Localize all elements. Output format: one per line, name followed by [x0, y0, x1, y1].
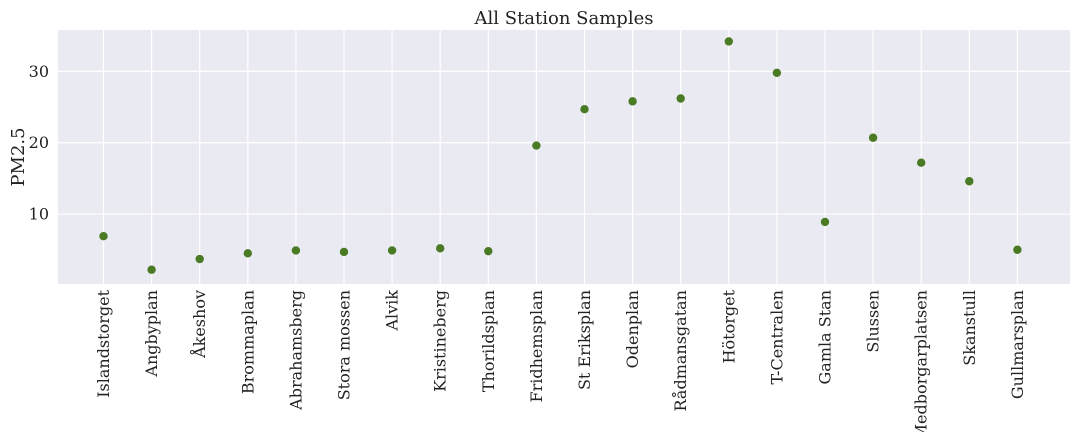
data-point	[772, 68, 782, 78]
data-point	[580, 104, 589, 114]
data-point	[628, 97, 637, 106]
data-point	[532, 141, 541, 150]
data-point	[484, 246, 493, 256]
x-tick-label: Brommaplan	[238, 290, 257, 394]
data-point	[147, 265, 156, 274]
data-point	[917, 158, 926, 167]
x-tick-label: Medborgarplatsen	[912, 290, 931, 432]
x-tick-label: Åkeshov	[189, 290, 209, 359]
data-point	[965, 177, 974, 186]
data-point	[243, 249, 252, 258]
data-point	[820, 217, 830, 227]
x-tick-label: Thorildsplan	[479, 290, 498, 392]
y-tick-labels: 10 20 30	[29, 62, 49, 224]
data-point	[436, 244, 445, 253]
x-tick-label: Gamla Stan	[816, 290, 835, 384]
data-point	[195, 254, 204, 264]
data-point	[387, 246, 397, 255]
x-tick-label: Slussen	[864, 290, 883, 353]
x-tick-label: Alvik	[383, 290, 402, 332]
y-tick-label: 30	[29, 62, 49, 81]
plot-area	[58, 30, 1070, 284]
y-tick-label: 20	[29, 133, 49, 152]
data-points	[99, 37, 1022, 274]
y-tick-label: 10	[29, 205, 49, 224]
x-tick-label: Angbyplan	[142, 290, 161, 378]
x-tick-label: Stora mossen	[335, 290, 354, 400]
data-point	[724, 37, 733, 46]
chart-title: All Station Samples	[474, 8, 654, 29]
x-tick-label: Abrahamsberg	[286, 290, 305, 411]
x-tick-label: St Eriksplan	[575, 290, 594, 390]
data-point	[676, 94, 685, 103]
y-axis-label: PM2.5	[8, 127, 29, 186]
data-point	[1013, 245, 1022, 254]
x-tick-labels: Islandstorget Angbyplan Åkeshov Brommaplan A…	[94, 289, 1027, 432]
x-tick-label: Odenplan	[623, 290, 642, 368]
data-point	[99, 231, 108, 241]
x-tick-label: Hötorget	[719, 289, 738, 363]
x-tick-label: Rådmansgatan	[671, 290, 690, 411]
data-point	[291, 246, 301, 255]
data-point	[868, 133, 878, 142]
grid	[58, 30, 1070, 284]
x-tick-label: Fridhemsplan	[527, 290, 546, 402]
x-tick-label: Islandstorget	[94, 289, 113, 397]
data-point	[339, 247, 349, 257]
x-tick-label: T-Centralen	[767, 290, 786, 385]
x-tick-label: Kristineberg	[431, 290, 450, 392]
x-tick-label: Skanstull	[960, 290, 979, 366]
x-tick-label: Gullmarsplan	[1008, 290, 1027, 399]
